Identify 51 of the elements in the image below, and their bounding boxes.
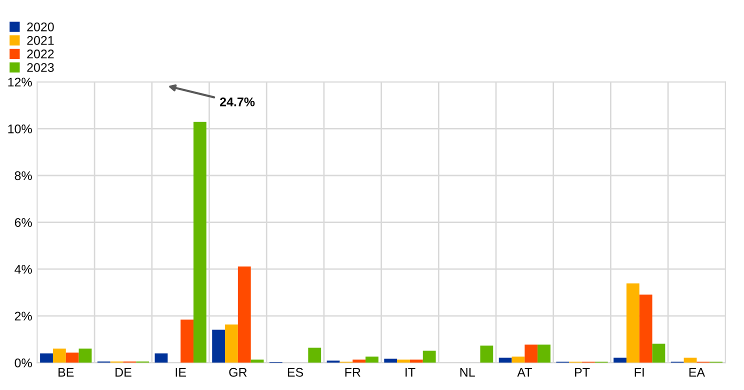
- annotation: 24.7%: [220, 97, 255, 106]
- bar: [524, 344, 538, 363]
- x-tick-label: BE: [58, 368, 74, 377]
- bar: [538, 344, 550, 363]
- bar: [52, 348, 66, 363]
- x-tick-label: DE: [116, 368, 132, 377]
- x-tick-label: FI: [634, 368, 644, 377]
- bar: [352, 360, 366, 363]
- bar: [639, 294, 652, 363]
- legend-label: 2023: [27, 63, 54, 72]
- legend-label: 2022: [27, 50, 54, 58]
- x-tick-label: IE: [176, 368, 186, 377]
- bar: [652, 344, 666, 363]
- bar: [225, 324, 238, 363]
- y-tick-label: 2%: [14, 312, 32, 321]
- y-tick-label: 6%: [14, 218, 32, 227]
- bar: [384, 358, 398, 363]
- x-tick-label: PT: [575, 368, 590, 377]
- bar: [422, 350, 436, 363]
- bar: [212, 330, 226, 363]
- y-tick-label: 10%: [8, 124, 32, 134]
- y-tick-label: 0%: [14, 358, 32, 368]
- x-tick-label: ES: [288, 368, 304, 377]
- bar: [626, 283, 640, 363]
- x-tick-label: GR: [229, 368, 247, 377]
- bar: [498, 358, 512, 363]
- y-tick-label: 12%: [8, 78, 32, 87]
- bar: [410, 360, 423, 363]
- bar: [66, 352, 79, 363]
- bar: [154, 353, 168, 363]
- x-tick-label: NL: [460, 368, 475, 377]
- bar: [308, 348, 322, 363]
- bar: [512, 356, 525, 363]
- bar: [180, 320, 194, 363]
- legend-label: 2021: [27, 36, 54, 45]
- x-tick-label: FR: [345, 368, 360, 377]
- bar: [366, 356, 378, 363]
- bar: [78, 348, 92, 363]
- bar: [40, 353, 53, 363]
- bar: [397, 360, 410, 363]
- y-tick-label: 4%: [14, 264, 32, 274]
- bar: [480, 346, 494, 363]
- x-tick-label: EA: [689, 368, 706, 377]
- bar: [193, 122, 206, 363]
- x-tick-label: IT: [406, 368, 416, 377]
- bar: [614, 358, 626, 363]
- legend-label: 2020: [27, 22, 54, 32]
- x-tick-label: AT: [517, 368, 532, 377]
- y-tick-label: 8%: [14, 171, 32, 180]
- bar: [238, 266, 251, 363]
- bar: [250, 360, 264, 363]
